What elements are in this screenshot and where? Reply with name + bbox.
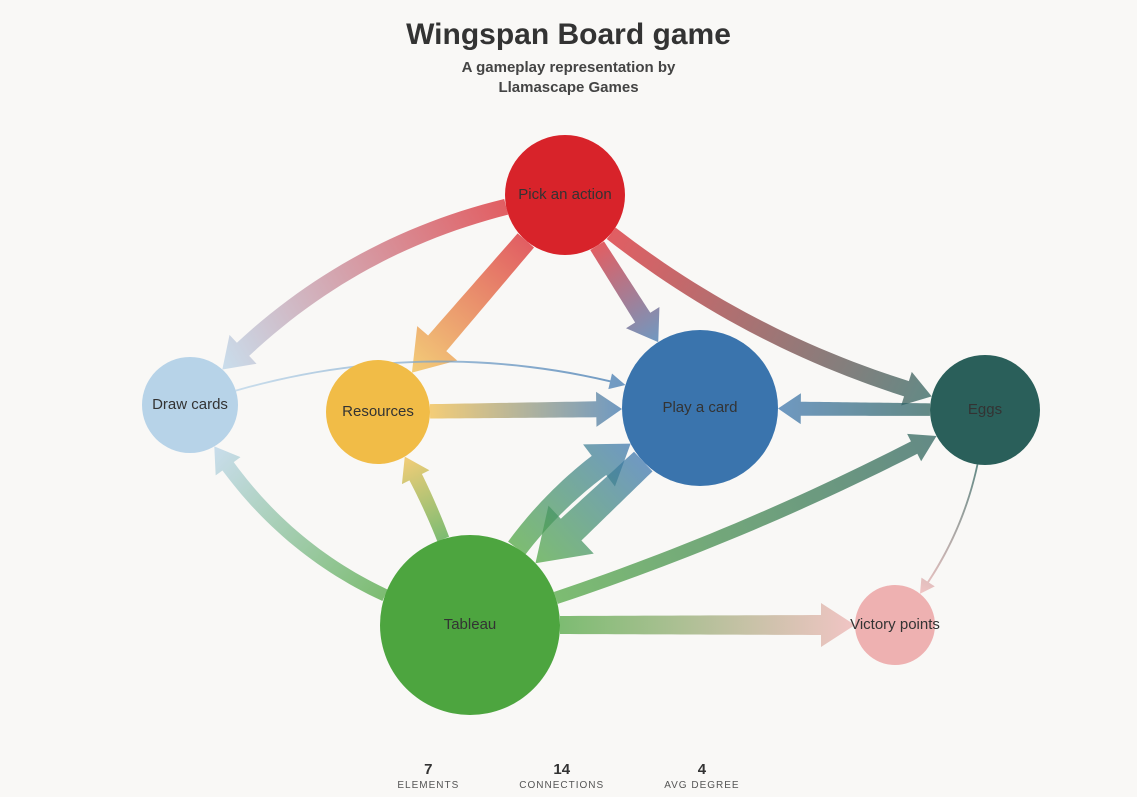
- node-playcard[interactable]: Play a card: [622, 330, 778, 486]
- stat-elements: 7 ELEMENTS: [397, 761, 459, 791]
- stat-value: 4: [664, 761, 739, 778]
- node-eggs[interactable]: Eggs: [930, 355, 1040, 465]
- edge-tableau-to-resources: [402, 457, 449, 542]
- footer: 7 ELEMENTS 14 CONNECTIONS 4 AVG DEGREE: [0, 761, 1137, 791]
- stats-row: 7 ELEMENTS 14 CONNECTIONS 4 AVG DEGREE: [397, 761, 739, 791]
- stat-avg-degree: 4 AVG DEGREE: [664, 761, 739, 791]
- stat-value: 7: [397, 761, 459, 778]
- node-drawcards[interactable]: Draw cards: [142, 357, 238, 453]
- node-victory[interactable]: Victory points: [850, 585, 940, 665]
- edge-tableau-to-victory: [560, 603, 855, 647]
- stat-connections: 14 CONNECTIONS: [519, 761, 604, 791]
- edge-eggs-to-victory: [920, 464, 978, 593]
- edge-pick-to-resources: [412, 233, 534, 372]
- edge-resources-to-playcard: [430, 392, 622, 427]
- node-tableau[interactable]: Tableau: [380, 535, 560, 715]
- node-pick[interactable]: Pick an action: [505, 135, 625, 255]
- network-graph: Pick an action Draw cards Resources Play a …: [0, 0, 1137, 797]
- stat-label: AVG DEGREE: [664, 780, 739, 791]
- edge-tableau-to-drawcards: [214, 446, 387, 601]
- stat-value: 14: [519, 761, 604, 778]
- node-resources[interactable]: Resources: [326, 360, 430, 464]
- stat-label: CONNECTIONS: [519, 780, 604, 791]
- stat-label: ELEMENTS: [397, 780, 459, 791]
- edge-pick-to-drawcards: [222, 199, 508, 370]
